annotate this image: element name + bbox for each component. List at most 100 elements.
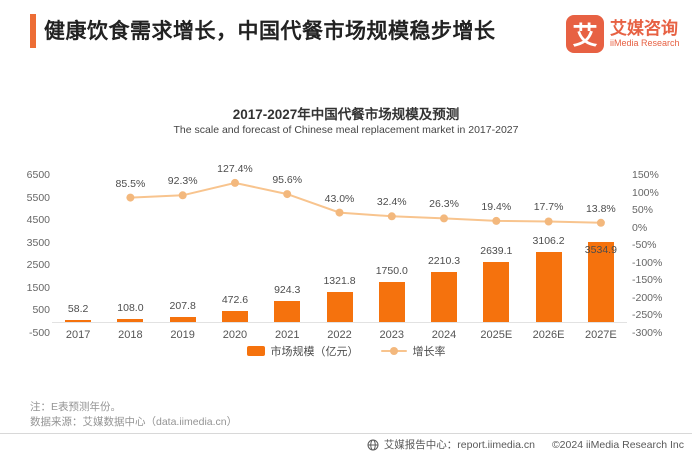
- y-axis-tick-left: 500: [32, 304, 50, 317]
- growth-value-label: 127.4%: [217, 162, 253, 175]
- y-axis-tick-left: 1500: [26, 281, 50, 294]
- bar-value-label: 58.2: [67, 303, 89, 316]
- y-axis-tick-left: 5500: [26, 191, 50, 204]
- footer-divider: [0, 433, 692, 434]
- y-axis-tick-right: 50%: [632, 204, 654, 217]
- legend-label-growth-rate: 增长率: [412, 346, 446, 358]
- growth-value-label: 85.5%: [115, 177, 146, 190]
- x-axis-label: 2019: [170, 329, 195, 341]
- x-axis-label: 2025E: [480, 329, 513, 341]
- bar-2022: [326, 291, 353, 322]
- chart-legend: 市场规模（亿元） 增长率: [0, 343, 692, 359]
- x-axis-label: 2026E: [532, 329, 565, 341]
- y-axis-tick-right: -250%: [632, 309, 663, 322]
- growth-value-label: 17.7%: [533, 201, 564, 214]
- bar-2018: [117, 319, 144, 322]
- x-axis-label: 2024: [431, 329, 457, 341]
- line-marker: [492, 216, 501, 225]
- y-axis-tick-left: 3500: [26, 236, 50, 249]
- bar-2026E: [535, 251, 562, 322]
- logo-text: 艾媒咨询 iiMedia Research: [610, 15, 680, 49]
- line-marker: [387, 212, 396, 221]
- growth-value-label: 43.0%: [324, 192, 355, 205]
- y-axis-tick-right: 150%: [632, 169, 659, 181]
- bar-2023: [378, 282, 405, 322]
- line-marker: [283, 190, 292, 199]
- x-axis-label: 2021: [274, 329, 300, 341]
- bar-value-label: 1321.8: [323, 274, 356, 287]
- legend-label-market-size: 市场规模（亿元）: [270, 346, 359, 358]
- bar-value-label: 3534.9: [584, 243, 617, 256]
- line-marker: [126, 193, 135, 202]
- bar-value-label: 2210.3: [427, 254, 461, 267]
- y-axis-tick-right: -150%: [632, 274, 663, 287]
- title-accent-bar: [30, 14, 36, 48]
- footer-report-link: 艾媒报告中心：report.iimedia.cn: [383, 439, 535, 451]
- y-axis-tick-left: 2500: [26, 259, 50, 272]
- bar-2020: [221, 311, 248, 322]
- y-axis-tick-right: 0%: [632, 221, 648, 234]
- x-axis-label: 2027E: [584, 329, 617, 341]
- bar-value-label: 207.8: [169, 300, 196, 313]
- growth-value-label: 32.4%: [376, 196, 407, 209]
- x-axis-label: 2017: [65, 329, 91, 341]
- footnote-forecast: 注：E表预测年份。: [30, 401, 122, 413]
- growth-value-label: 92.3%: [167, 175, 198, 188]
- line-marker: [440, 214, 448, 223]
- logo-glyph: 艾: [572, 22, 598, 50]
- y-axis-tick-right: -100%: [632, 256, 663, 269]
- bar-2017: [65, 320, 92, 322]
- y-axis-tick-right: -300%: [632, 327, 663, 339]
- growth-value-label: 19.4%: [481, 200, 512, 213]
- y-axis-tick-left: 4500: [26, 214, 50, 227]
- legend-item-growth-rate: 增长率: [380, 343, 446, 359]
- x-axis-label: 2023: [379, 329, 404, 341]
- y-axis-tick-right: -50%: [632, 239, 657, 252]
- bar-2019: [169, 317, 196, 322]
- bar-value-label: 1750.0: [375, 265, 408, 278]
- line-series-swatch: [380, 346, 407, 356]
- y-axis-tick-left: -500: [28, 327, 50, 339]
- chart-title: 2017-2027年中国代餐市场规模及预测: [232, 107, 460, 122]
- bar-value-label: 3106.2: [532, 234, 565, 247]
- line-swatch-dot: [389, 347, 398, 355]
- bar-2021: [274, 300, 301, 322]
- bar-series-swatch: [246, 346, 265, 356]
- growth-value-label: 13.8%: [585, 202, 616, 215]
- legend-item-market-size: 市场规模（亿元）: [246, 343, 359, 359]
- y-axis-tick-left: 6500: [26, 169, 50, 181]
- chart-subtitle: The scale and forecast of Chinese meal r…: [173, 124, 519, 136]
- iimedia-logo-icon: 艾: [566, 15, 604, 53]
- bar-value-label: 108.0: [117, 302, 144, 315]
- bar-2027E: [587, 241, 614, 322]
- line-marker: [335, 208, 344, 217]
- line-marker: [544, 217, 553, 226]
- logo-name-en: iiMedia Research: [610, 38, 680, 48]
- bar-2024: [431, 271, 458, 322]
- iimedia-logo: 艾 艾媒咨询 iiMedia Research: [566, 15, 680, 53]
- logo-name-cn: 艾媒咨询: [610, 19, 678, 38]
- line-marker: [596, 218, 605, 227]
- growth-value-label: 26.3%: [429, 198, 459, 211]
- page-title: 健康饮食需求增长，中国代餐市场规模稳步增长: [44, 20, 496, 43]
- bar-2025E: [483, 262, 510, 322]
- y-axis-tick-right: 100%: [632, 186, 659, 199]
- x-axis-label: 2020: [222, 329, 248, 341]
- line-marker: [231, 178, 239, 187]
- globe-icon: [367, 439, 379, 450]
- line-marker: [178, 191, 187, 200]
- bar-value-label: 924.3: [274, 283, 301, 296]
- y-axis-tick-right: -200%: [632, 291, 663, 304]
- bar-value-label: 472.6: [221, 294, 249, 307]
- footer: 艾媒报告中心：report.iimedia.cn ©2024 iiMedia R…: [367, 437, 684, 452]
- x-axis-label: 2022: [327, 329, 352, 341]
- x-axis-line: [52, 321, 627, 323]
- bar-value-label: 2639.1: [480, 245, 513, 258]
- x-axis-label: 2018: [118, 329, 143, 341]
- footnote-source: 数据来源：艾媒数据中心（data.iimedia.cn）: [30, 416, 238, 428]
- growth-value-label: 95.6%: [272, 174, 303, 187]
- footer-copyright: ©2024 iiMedia Research Inc: [551, 438, 684, 451]
